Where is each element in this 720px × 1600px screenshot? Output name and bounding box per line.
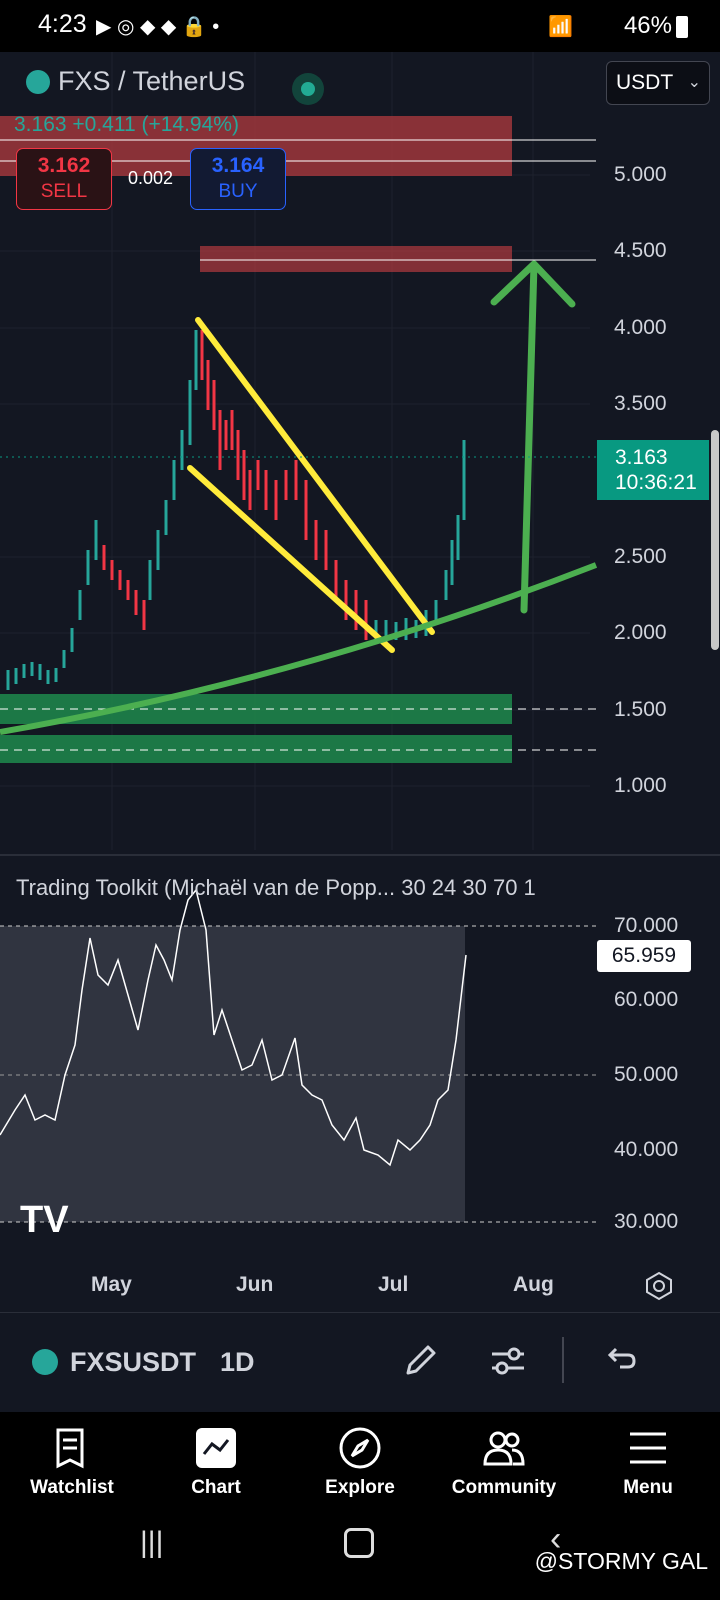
sell-label: SELL <box>40 181 88 202</box>
system-navigation: ||| ‹ <box>0 1512 720 1600</box>
indicator-value-tag: 65.959 <box>597 940 691 972</box>
wedge-upper-line <box>195 317 435 635</box>
nav-label: Watchlist <box>30 1477 114 1498</box>
bottom-navigation: Watchlist Chart Explore Community Menu <box>0 1412 720 1512</box>
chart-toolbar: FXSUSDT 1D <box>0 1312 720 1413</box>
indicator-axis-label: 60.000 <box>614 988 679 1011</box>
price-axis-label: 4.500 <box>614 239 667 262</box>
indicator-axis-label: 30.000 <box>614 1210 679 1233</box>
indicators-icon[interactable] <box>488 1341 528 1381</box>
sell-button[interactable]: 3.162 SELL <box>16 148 112 210</box>
buy-price: 3.164 <box>211 154 265 177</box>
compass-icon <box>339 1427 381 1469</box>
last-price-tag: 3.163 10:36:21 <box>597 440 709 500</box>
spread-value: 0.002 <box>128 168 174 188</box>
target-arrow <box>490 260 576 614</box>
status-time: 4:23 <box>38 10 87 38</box>
chart-settings-icon[interactable] <box>644 1271 674 1301</box>
price-change: 3.163 +0.411 (+14.94%) <box>14 113 239 136</box>
price-axis-label: 1.500 <box>614 698 667 721</box>
indicator-title[interactable]: Trading Toolkit (Michaël van de Popp... … <box>16 875 536 900</box>
watchlist-icon <box>56 1428 84 1469</box>
price-axis-label: 5.000 <box>614 163 667 186</box>
support-zone-lower <box>0 735 512 763</box>
last-price: 3.163 <box>615 446 668 469</box>
fxs-logo-icon <box>26 70 50 94</box>
battery-level: 46% <box>623 12 672 39</box>
price-axis-label: 1.000 <box>614 774 667 797</box>
menu-icon <box>630 1432 666 1464</box>
symbol-logo-icon <box>32 1349 58 1375</box>
nav-label: Menu <box>623 1477 673 1498</box>
toolbar-divider <box>562 1337 564 1383</box>
nav-label: Community <box>451 1477 557 1498</box>
watermark: @STORMY GAL <box>534 1548 708 1574</box>
candles <box>6 330 466 690</box>
sell-price: 3.162 <box>37 154 91 177</box>
tradingview-logo: TV <box>20 1199 69 1241</box>
price-axis-label: 2.500 <box>614 545 667 568</box>
nav-explore[interactable]: Explore <box>288 1412 432 1512</box>
home-icon[interactable] <box>344 1528 374 1558</box>
bar-countdown: 10:36:21 <box>615 471 697 494</box>
nav-label: Chart <box>191 1477 241 1498</box>
community-icon <box>483 1431 525 1466</box>
pencil-icon[interactable] <box>400 1341 440 1381</box>
price-axis-label: 3.500 <box>614 392 667 415</box>
chevron-down-icon: ⌄ <box>687 74 701 91</box>
nav-community[interactable]: Community <box>432 1412 576 1512</box>
time-axis-label: May <box>91 1273 132 1296</box>
time-axis-label: Aug <box>513 1273 554 1296</box>
symbol-button[interactable]: FXSUSDT <box>70 1347 197 1377</box>
indicator-axis-label: 40.000 <box>614 1138 679 1161</box>
market-status-dot <box>292 73 324 105</box>
signal-icon: 📶 <box>548 16 573 38</box>
resistance-zone-4500 <box>200 246 512 272</box>
buy-label: BUY <box>218 181 258 202</box>
indicator-axis-label: 70.000 <box>614 914 679 937</box>
nav-chart[interactable]: Chart <box>144 1412 288 1512</box>
time-axis-label: Jun <box>236 1273 274 1296</box>
currency-select-value: USDT <box>616 71 674 94</box>
nav-label: Explore <box>325 1477 395 1498</box>
rsi-line <box>0 888 467 1167</box>
recents-icon[interactable]: ||| <box>140 1526 164 1559</box>
rsi-band <box>0 926 465 1222</box>
nav-menu[interactable]: Menu <box>576 1412 720 1512</box>
currency-select[interactable]: USDT ⌄ <box>606 61 710 105</box>
curved-support-line <box>0 562 598 735</box>
buy-button[interactable]: 3.164 BUY <box>190 148 286 210</box>
price-axis-label: 4.000 <box>614 316 667 339</box>
chart-icon <box>196 1428 236 1468</box>
nav-watchlist[interactable]: Watchlist <box>0 1412 144 1512</box>
price-axis-label: 2.000 <box>614 621 667 644</box>
notification-icons: ▶ ◎ ◆ ◆ 🔒 • <box>96 16 220 38</box>
indicator-axis-label: 50.000 <box>614 1063 679 1086</box>
symbol-title[interactable]: FXS / TetherUS <box>58 66 246 96</box>
back-icon[interactable]: ‹ <box>550 1520 562 1558</box>
undo-icon[interactable] <box>600 1341 640 1381</box>
interval-button[interactable]: 1D <box>220 1347 255 1377</box>
price-chart[interactable]: TV <box>0 52 720 1292</box>
time-axis-label: Jul <box>378 1273 409 1296</box>
battery-icon <box>676 16 688 38</box>
wedge-lower-line <box>187 465 395 653</box>
chart-scrollbar[interactable] <box>711 430 719 650</box>
status-bar: 4:23 ▶ ◎ ◆ ◆ 🔒 • 📶 46% <box>0 0 720 52</box>
